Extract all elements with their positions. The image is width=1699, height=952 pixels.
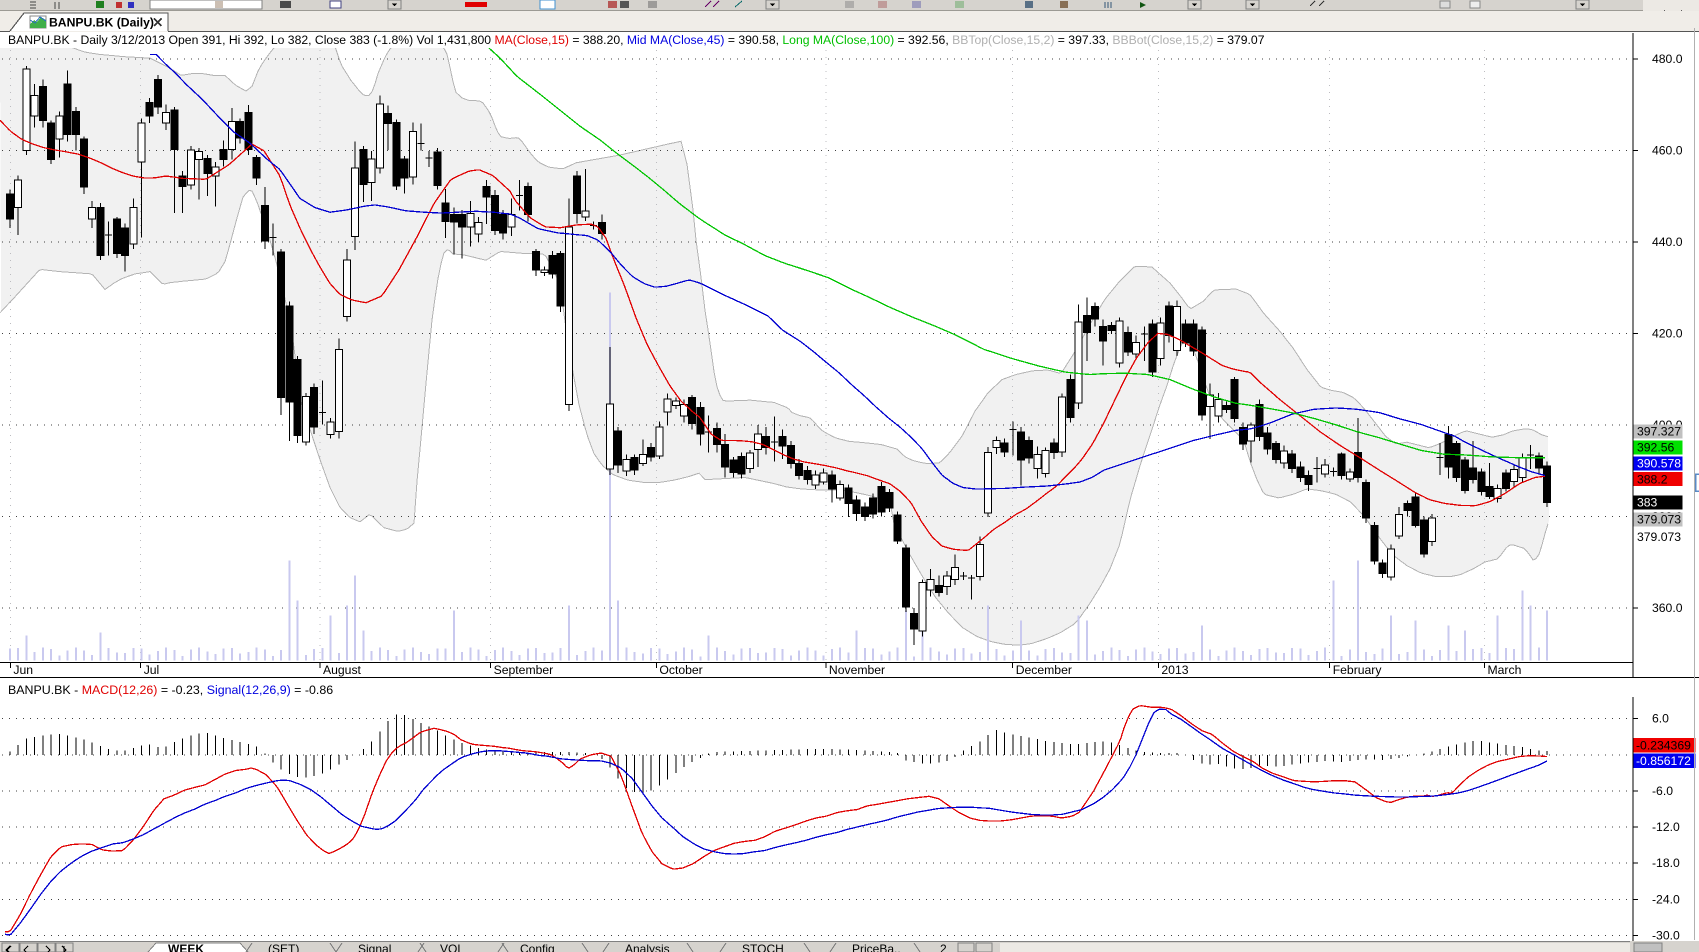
- svg-text:BANPU.BK - MACD(12,26) = -0.23: BANPU.BK - MACD(12,26) = -0.23, Signal(1…: [8, 683, 333, 697]
- svg-text:360.0: 360.0: [1652, 601, 1683, 615]
- svg-text:2: 2: [940, 942, 947, 952]
- svg-text:379.073: 379.073: [1637, 530, 1681, 544]
- svg-text:420.0: 420.0: [1652, 326, 1683, 340]
- svg-text:-12.0: -12.0: [1652, 820, 1680, 834]
- svg-text:379.073: 379.073: [1637, 513, 1681, 527]
- svg-text:September: September: [494, 663, 554, 677]
- svg-text:440.0: 440.0: [1652, 235, 1683, 249]
- svg-text:August: August: [323, 663, 362, 677]
- svg-text:WEEK: WEEK: [168, 942, 204, 952]
- svg-text:February: February: [1333, 663, 1383, 677]
- svg-text:November: November: [829, 663, 885, 677]
- svg-text:460.0: 460.0: [1652, 144, 1683, 158]
- svg-text:PriceBa..: PriceBa..: [852, 942, 901, 952]
- svg-text:6.0: 6.0: [1652, 712, 1669, 726]
- svg-text:-6.0: -6.0: [1652, 784, 1673, 798]
- svg-text:STOCH: STOCH: [742, 942, 784, 952]
- svg-text:397.327: 397.327: [1637, 425, 1681, 439]
- svg-text:-0.856172: -0.856172: [1636, 754, 1691, 768]
- svg-text:Analysis: Analysis: [625, 942, 670, 952]
- svg-text:March: March: [1488, 663, 1522, 677]
- svg-text:390.578: 390.578: [1637, 457, 1681, 471]
- svg-text:388.2: 388.2: [1637, 472, 1668, 486]
- svg-text:-24.0: -24.0: [1652, 892, 1680, 906]
- svg-text:(SET): (SET): [268, 942, 299, 952]
- svg-text:Signal: Signal: [358, 942, 391, 952]
- svg-text:Jun: Jun: [13, 663, 33, 677]
- svg-text:480.0: 480.0: [1652, 52, 1683, 66]
- svg-text:Config: Config: [520, 942, 555, 952]
- svg-text:-0.234369: -0.234369: [1636, 739, 1691, 753]
- svg-text:-18.0: -18.0: [1652, 856, 1680, 870]
- svg-text:October: October: [659, 663, 702, 677]
- svg-text:383: 383: [1637, 496, 1658, 510]
- svg-text:-30.0: -30.0: [1652, 928, 1680, 942]
- svg-text:BANPU.BK - Daily 3/12/2013 Ope: BANPU.BK - Daily 3/12/2013 Open 391, Hi …: [8, 33, 1265, 47]
- svg-text:2013: 2013: [1161, 663, 1188, 677]
- svg-text:Jul: Jul: [144, 663, 160, 677]
- svg-text:392.56: 392.56: [1637, 441, 1674, 455]
- svg-text:VOL: VOL: [440, 942, 464, 952]
- svg-text:BANPU.BK (Daily): BANPU.BK (Daily): [49, 16, 154, 30]
- svg-text:December: December: [1016, 663, 1072, 677]
